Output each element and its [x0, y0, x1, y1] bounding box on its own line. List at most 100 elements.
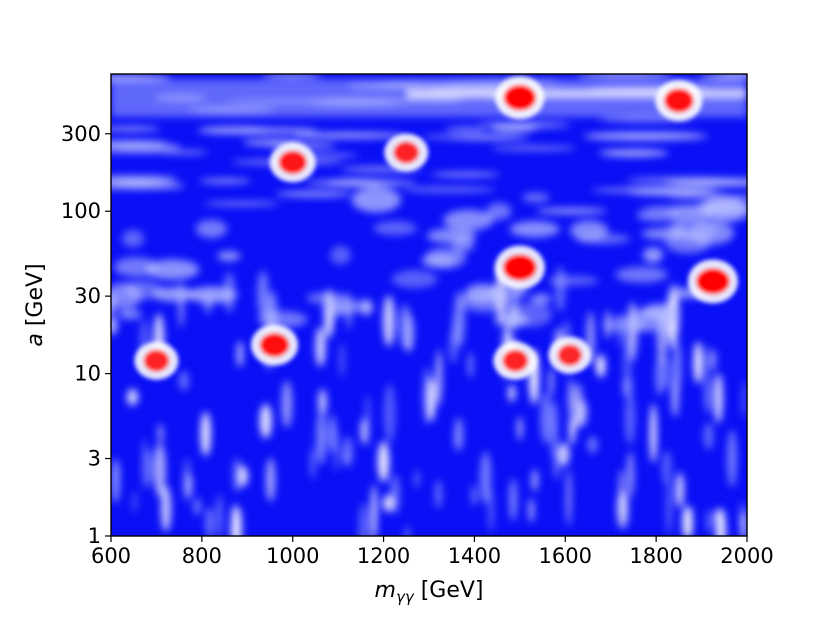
texture-streak [509, 478, 518, 521]
texture-blob [666, 220, 687, 240]
texture-streak [558, 442, 570, 466]
hotspot-point [393, 141, 420, 164]
texture-streak [471, 484, 478, 506]
texture-streak [467, 352, 474, 378]
texture-band [275, 191, 352, 197]
texture-streak [517, 416, 522, 441]
texture-streak [549, 367, 554, 397]
texture-streak [259, 403, 272, 439]
texture-blob [426, 228, 477, 244]
texture-band [656, 191, 726, 195]
texture-streak [236, 508, 243, 536]
texture-band [640, 205, 747, 211]
heatmap-texture [111, 74, 747, 536]
texture-blob [460, 291, 513, 313]
texture-blob [373, 221, 417, 236]
texture-band [401, 186, 496, 193]
texture-streak [661, 450, 672, 486]
texture-band [700, 74, 747, 80]
texture-band [302, 153, 359, 158]
texture-streak [342, 448, 350, 465]
texture-streak [365, 394, 371, 448]
texture-streak [619, 468, 624, 517]
texture-blob [509, 220, 560, 238]
texture-blob [486, 202, 512, 220]
texture-streak [216, 494, 223, 536]
texture-streak [623, 335, 632, 393]
texture-band [490, 123, 538, 132]
texture-streak [236, 340, 244, 368]
texture-streak [361, 418, 366, 445]
texture-band [536, 207, 607, 215]
x-tick-label: 1000 [266, 544, 319, 568]
texture-streak [315, 326, 326, 367]
texture-band [445, 127, 487, 132]
texture-blob [217, 250, 241, 262]
texture-streak [333, 427, 340, 472]
texture-streak [706, 509, 712, 533]
x-axis: 600 800 1000 1200 1400 1600 1800 2000 [91, 536, 774, 568]
texture-streak [157, 423, 164, 444]
texture-blob [443, 209, 495, 231]
texture-streak [200, 411, 211, 457]
texture-blob [258, 311, 308, 328]
x-tick-label: 800 [182, 544, 222, 568]
y-tick-label: 100 [61, 199, 101, 223]
texture-blob [569, 220, 609, 241]
texture-blob [494, 313, 530, 328]
texture-streak [154, 442, 166, 498]
texture-band [292, 132, 406, 139]
y-axis: 1 3 10 30 100 300 [61, 122, 111, 548]
texture-blob [642, 247, 664, 263]
texture-band [491, 145, 577, 151]
texture-blob [323, 299, 374, 314]
texture-streak [193, 497, 201, 516]
x-tick-label: 1200 [357, 544, 410, 568]
texture-band [422, 135, 527, 139]
hotspot-point [695, 268, 731, 295]
texture-streak [371, 484, 377, 536]
hotspot-point [663, 88, 694, 113]
texture-band [582, 132, 708, 141]
texture-blob [530, 293, 552, 305]
texture-streak [550, 400, 559, 460]
x-axis-label: mγγ [GeV] [375, 578, 484, 606]
texture-streak [233, 457, 241, 493]
y-tick-label: 1 [88, 524, 101, 548]
texture-streak [568, 378, 575, 419]
texture-streak [132, 491, 137, 513]
texture-streak [675, 472, 684, 508]
texture-streak [377, 441, 390, 483]
texture-streak [358, 502, 369, 536]
texture-streak [436, 349, 442, 406]
texture-streak [178, 370, 189, 391]
texture-streak [714, 373, 723, 424]
texture-streak [587, 436, 598, 454]
texture-streak [266, 458, 276, 502]
texture-streak [318, 389, 327, 416]
texture-band [262, 74, 321, 78]
hotspot-point [143, 349, 170, 372]
texture-streak [741, 511, 747, 536]
texture-band [577, 74, 673, 78]
texture-blob [522, 192, 550, 203]
texture-band [111, 142, 182, 151]
texture-blob [640, 303, 681, 321]
texture-streak [257, 270, 269, 318]
texture-band [111, 175, 178, 183]
texture-streak [205, 506, 214, 536]
texture-blob [145, 259, 200, 280]
texture-streak [665, 478, 673, 536]
texture-band [199, 178, 251, 184]
texture-streak [682, 505, 692, 536]
texture-streak [399, 304, 412, 349]
texture-streak [404, 525, 410, 536]
texture-streak [704, 371, 711, 415]
hotspot-point [502, 349, 529, 372]
texture-streak [596, 354, 606, 378]
texture-band [304, 179, 417, 187]
texture-streak [111, 316, 118, 335]
texture-blob [330, 245, 351, 265]
